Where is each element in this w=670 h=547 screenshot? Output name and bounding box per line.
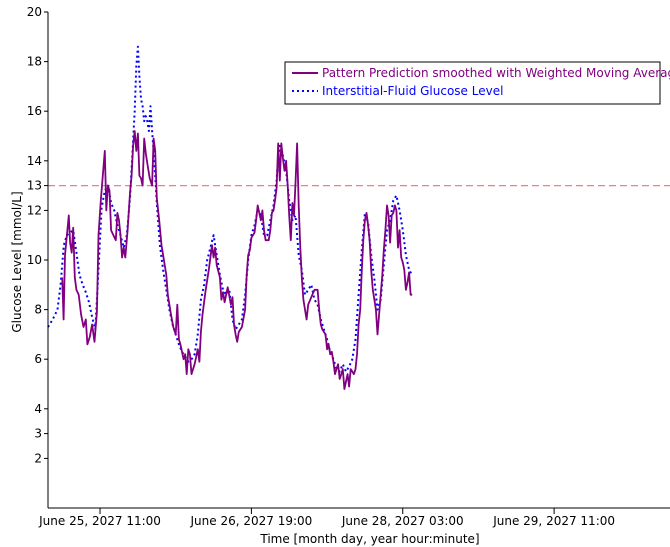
x-axis-title: Time [month day, year hour:minute] (259, 532, 479, 546)
y-axis-title: Glucose Level [mmol/L] (10, 191, 24, 332)
legend-box (284, 61, 661, 105)
legend-label-prediction: Pattern Prediction smoothed with Weighte… (322, 66, 670, 80)
y-tick-label: 8 (34, 303, 42, 317)
y-tick-label: 14 (27, 154, 42, 168)
series-line-prediction (61, 130, 413, 390)
y-tick-label: 16 (27, 104, 42, 118)
legend-label-interstitial: Interstitial-Fluid Glucose Level (322, 84, 503, 98)
y-tick-label: 10 (27, 253, 42, 267)
y-tick-label: 18 (27, 55, 42, 69)
y-tick-label: 13 (27, 179, 42, 193)
x-tick-label: June 29, 2027 11:00 (492, 514, 615, 528)
y-tick-label: 2 (34, 451, 42, 465)
x-tick-label: June 25, 2027 11:00 (38, 514, 161, 528)
x-tick-label: June 28, 2027 03:00 (341, 514, 464, 528)
x-tick-label: June 26, 2027 19:00 (190, 514, 313, 528)
y-tick-label: 20 (27, 5, 42, 19)
y-tick-label: 3 (34, 427, 42, 441)
legend: Pattern Prediction smoothed with Weighte… (284, 61, 670, 105)
y-tick-label: 6 (34, 352, 42, 366)
y-tick-label: 12 (27, 203, 42, 217)
y-tick-label: 4 (34, 402, 42, 416)
